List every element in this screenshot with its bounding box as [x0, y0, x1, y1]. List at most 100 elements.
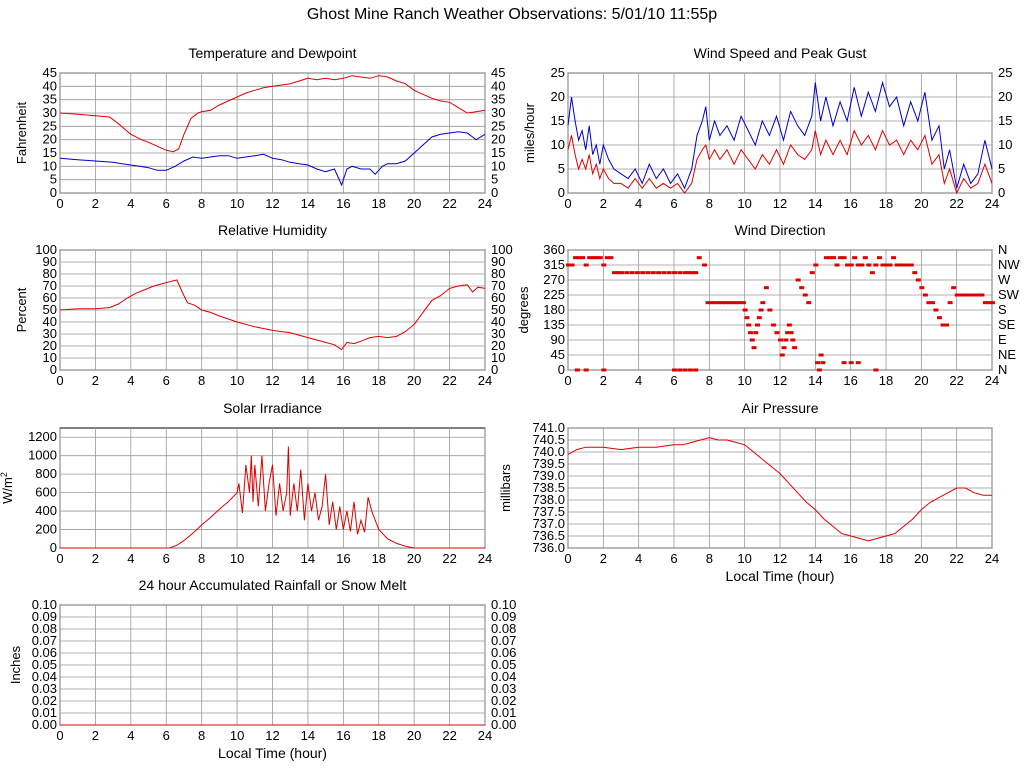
wind_speed-y-tick-label: 0: [558, 185, 565, 200]
wind_direction-point: [887, 263, 893, 267]
wind_direction-point: [940, 323, 946, 327]
temperature-x-tick-label: 6: [163, 196, 170, 211]
wind_direction-point: [744, 316, 750, 320]
temperature-y-tick-label: 45: [43, 65, 57, 80]
wind_direction-right-tick-label: SW: [998, 287, 1020, 302]
humidity-y-tick-label: 50: [43, 302, 57, 317]
rainfall-x-tick-label: 10: [230, 728, 244, 743]
solar-x-tick-label: 4: [127, 551, 134, 566]
wind_direction-x-tick-label: 8: [706, 373, 713, 388]
pressure-y-tick-label: 738.5: [532, 480, 565, 495]
solar-y-label-superscript: 2: [0, 472, 9, 477]
wind_direction-point: [926, 301, 932, 305]
wind_direction-point: [574, 368, 580, 372]
humidity-y-tick-label: 60: [43, 290, 57, 305]
temperature-right-tick-label: 15: [491, 145, 505, 160]
wind_speed-x-tick-label: 20: [914, 196, 928, 211]
humidity-x-tick-label: 8: [198, 373, 205, 388]
pressure-y-tick-label: 739.0: [532, 468, 565, 483]
rainfall-x-tick-label: 20: [407, 728, 421, 743]
rainfall-y-tick-label: 0.08: [32, 621, 57, 636]
pressure-x-tick-label: 18: [879, 551, 893, 566]
wind_speed-y-tick-label: 20: [551, 89, 565, 104]
wind_direction-right-tick-label: N: [998, 242, 1007, 257]
humidity-right-tick-label: 70: [491, 278, 505, 293]
wind_direction-point: [880, 263, 886, 267]
wind_direction-point: [666, 271, 672, 275]
wind_direction-point: [696, 256, 702, 260]
wind_direction-point: [905, 263, 911, 267]
wind_direction-point: [742, 308, 748, 312]
wind_direction-point: [712, 301, 718, 305]
wind_direction-point: [990, 301, 995, 305]
temperature-y-tick-label: 25: [43, 118, 57, 133]
humidity-y-tick-label: 10: [43, 350, 57, 365]
wind_speed-right-tick-label: 5: [998, 161, 1005, 176]
humidity-y-tick-label: 30: [43, 326, 57, 341]
temperature-x-tick-label: 2: [92, 196, 99, 211]
pressure-x-tick-label: 8: [706, 551, 713, 566]
wind_direction-point: [566, 263, 571, 267]
wind_direction-title: Wind Direction: [734, 222, 825, 238]
solar-x-tick-label: 0: [56, 551, 63, 566]
solar-y-label: W/m2: [0, 472, 15, 504]
pressure-x-label: Local Time (hour): [726, 568, 835, 584]
rainfall-x-tick-label: 0: [56, 728, 63, 743]
wind_direction-point: [693, 368, 699, 372]
humidity-y-tick-label: 90: [43, 254, 57, 269]
wind_direction-point: [587, 256, 593, 260]
humidity-title: Relative Humidity: [218, 222, 327, 238]
wind_direction-point: [788, 331, 794, 335]
humidity-x-tick-label: 18: [372, 373, 386, 388]
wind_direction-right-tick-label: E: [998, 332, 1007, 347]
wind_direction-point: [619, 271, 624, 275]
wind_speed-y-tick-label: 5: [558, 161, 565, 176]
wind_speed-x-tick-label: 6: [670, 196, 677, 211]
wind_direction-y-label: degrees: [516, 286, 531, 333]
wind_direction-point: [751, 346, 757, 350]
wind_direction-point: [852, 256, 858, 260]
wind_direction-point: [672, 368, 677, 372]
humidity-x-tick-label: 10: [230, 373, 244, 388]
wind_direction-point: [580, 256, 586, 260]
wind_direction-right-tick-label: S: [998, 302, 1007, 317]
rainfall-right-tick-label: 0.01: [491, 705, 516, 720]
humidity-x-tick-label: 22: [442, 373, 456, 388]
humidity-right-tick-label: 100: [491, 242, 513, 257]
wind_direction-point: [723, 301, 729, 305]
wind_direction-x-tick-label: 20: [914, 373, 928, 388]
pressure-x-tick-label: 6: [670, 551, 677, 566]
wind_direction-point: [972, 293, 978, 297]
solar-x-tick-label: 18: [372, 551, 386, 566]
solar-y-tick-label: 1200: [28, 429, 57, 444]
pressure-y-label: millibars: [498, 464, 513, 512]
wind_direction-point: [845, 263, 851, 267]
humidity-y-tick-label: 20: [43, 338, 57, 353]
wind_direction-point: [951, 286, 957, 290]
rainfall-y-tick-label: 0.04: [32, 669, 57, 684]
wind_speed-y-tick-label: 15: [551, 113, 565, 128]
rainfall-right-tick-label: 0.00: [491, 717, 516, 732]
rainfall-y-tick-label: 0.07: [32, 633, 57, 648]
wind_direction-point: [786, 323, 792, 327]
wind_direction-point: [912, 271, 918, 275]
temperature-y-tick-label: 15: [43, 145, 57, 160]
wind_direction-y-tick-label: 315: [543, 257, 565, 272]
wind_direction-point: [753, 331, 759, 335]
rainfall-x-tick-label: 4: [127, 728, 134, 743]
wind_direction-point: [661, 271, 667, 275]
wind_direction-point: [891, 256, 897, 260]
wind_speed-x-tick-label: 18: [879, 196, 893, 211]
wind_direction-point: [583, 263, 589, 267]
pressure-y-tick-label: 737.5: [532, 504, 565, 519]
wind_direction-point: [770, 323, 776, 327]
wind_speed-series-2-line: [567, 129, 993, 195]
humidity-right-tick-label: 0: [491, 362, 498, 377]
wind_direction-point: [682, 368, 688, 372]
pressure-y-tick-label: 736.5: [532, 528, 565, 543]
humidity-right-tick-label: 40: [491, 314, 505, 329]
wind_direction-point: [799, 286, 805, 290]
temperature-y-tick-label: 10: [43, 158, 57, 173]
wind_direction-point: [823, 256, 829, 260]
wind_direction-point: [573, 256, 579, 260]
